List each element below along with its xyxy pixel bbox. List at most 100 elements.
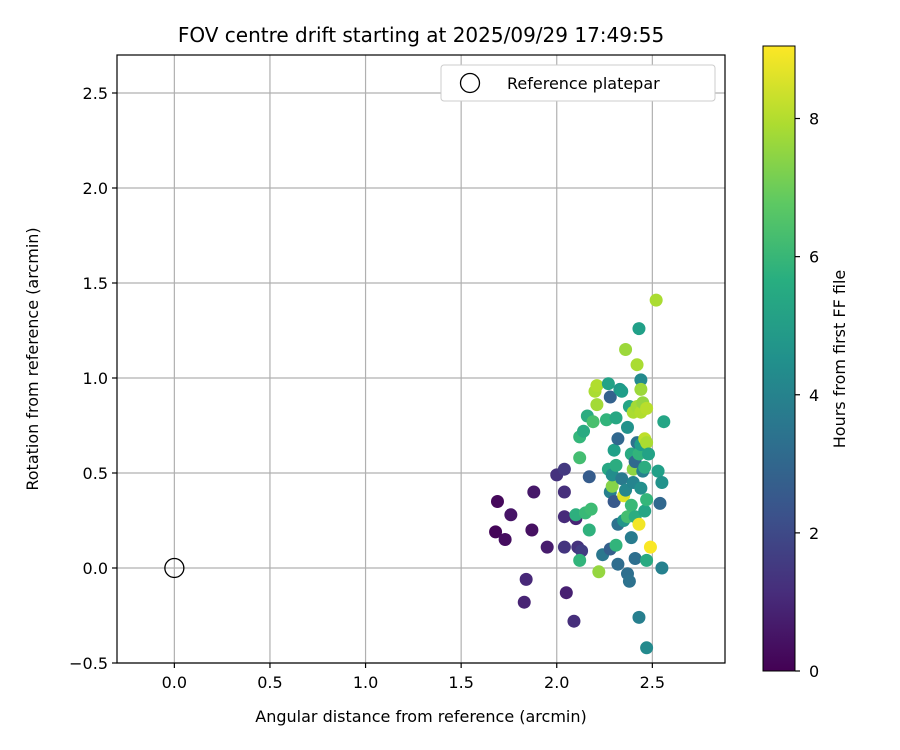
colorbar-tick-label: 8 bbox=[809, 110, 819, 129]
data-point bbox=[557, 540, 571, 554]
data-point bbox=[567, 614, 581, 628]
data-point bbox=[498, 533, 512, 546]
data-point bbox=[638, 504, 652, 518]
data-point bbox=[643, 540, 657, 554]
data-point bbox=[642, 447, 656, 461]
y-tick-label: 1.0 bbox=[83, 369, 108, 388]
colorbar-ticks: 0 2 4 6 8 bbox=[795, 110, 819, 681]
legend-box bbox=[440, 64, 716, 102]
y-axis-label: Rotation from reference (arcmin) bbox=[23, 227, 42, 490]
data-point bbox=[634, 481, 648, 495]
data-point bbox=[601, 377, 615, 391]
data-point bbox=[640, 436, 654, 450]
data-point bbox=[640, 641, 654, 655]
data-point bbox=[632, 322, 646, 336]
y-tick-label: 1.5 bbox=[83, 274, 108, 293]
data-point bbox=[611, 432, 625, 446]
plot-frame bbox=[116, 54, 726, 664]
data-point bbox=[624, 531, 638, 545]
chart-title: FOV centre drift starting at 2025/09/29 … bbox=[178, 23, 664, 47]
colorbar-gradient bbox=[762, 45, 796, 672]
data-point bbox=[605, 479, 619, 493]
x-tick-label: 1.0 bbox=[353, 673, 378, 692]
data-point bbox=[504, 508, 518, 522]
colorbar-tick-label: 6 bbox=[809, 248, 819, 267]
data-point bbox=[590, 379, 604, 393]
data-point bbox=[577, 424, 591, 438]
data-point bbox=[640, 401, 654, 415]
x-axis-label: Angular distance from reference (arcmin) bbox=[255, 707, 586, 726]
data-point bbox=[559, 586, 573, 600]
data-point bbox=[603, 390, 617, 404]
data-point bbox=[638, 460, 652, 474]
data-point bbox=[632, 610, 646, 624]
data-point bbox=[519, 572, 533, 586]
data-point bbox=[582, 523, 596, 537]
data-point bbox=[573, 553, 587, 567]
data-point bbox=[619, 343, 633, 356]
data-point bbox=[607, 495, 621, 508]
data-point bbox=[634, 382, 648, 396]
data-point bbox=[607, 443, 621, 457]
y-axis-ticks: −0.5 0.0 0.5 1.0 1.5 2.0 2.5 bbox=[69, 84, 117, 673]
colorbar-label: Hours from first FF file bbox=[830, 270, 849, 449]
data-point bbox=[655, 476, 669, 489]
data-point bbox=[615, 472, 629, 486]
data-point bbox=[653, 496, 667, 510]
data-point bbox=[557, 510, 571, 524]
data-point bbox=[624, 498, 638, 512]
data-point bbox=[557, 485, 571, 499]
y-tick-label: 0.0 bbox=[83, 559, 108, 578]
data-point bbox=[557, 462, 571, 476]
data-point bbox=[573, 451, 587, 465]
x-tick-label: 1.5 bbox=[448, 673, 473, 692]
data-point bbox=[620, 420, 634, 434]
data-point bbox=[622, 574, 636, 588]
data-point bbox=[634, 373, 648, 387]
data-point bbox=[651, 464, 665, 478]
y-tick-label: 2.0 bbox=[83, 179, 108, 198]
data-point bbox=[640, 493, 654, 507]
data-point bbox=[527, 485, 541, 499]
data-point bbox=[657, 415, 671, 429]
y-tick-label: 0.5 bbox=[83, 464, 108, 483]
plot-background bbox=[117, 55, 725, 663]
legend-label: Reference platepar bbox=[507, 74, 660, 93]
y-tick-label: −0.5 bbox=[69, 654, 108, 673]
y-tick-label: 2.5 bbox=[83, 84, 108, 103]
data-point bbox=[630, 358, 644, 372]
data-point bbox=[649, 293, 663, 307]
data-point bbox=[609, 538, 623, 552]
x-tick-label: 0.0 bbox=[162, 673, 187, 692]
data-point bbox=[609, 411, 623, 425]
x-tick-label: 2.5 bbox=[640, 673, 665, 692]
x-axis-ticks: 0.0 0.5 1.0 1.5 2.0 2.5 bbox=[162, 663, 665, 692]
data-point bbox=[525, 523, 539, 537]
colorbar-tick-label: 2 bbox=[809, 524, 819, 543]
data-point bbox=[540, 540, 554, 554]
data-point bbox=[590, 398, 604, 412]
data-point bbox=[611, 557, 625, 571]
legend-reference-marker bbox=[459, 72, 481, 94]
legend: Reference platepar bbox=[440, 64, 716, 102]
data-point bbox=[640, 553, 654, 567]
data-point bbox=[609, 458, 623, 472]
reference-point-marker bbox=[164, 557, 185, 579]
data-point bbox=[592, 565, 606, 579]
data-point bbox=[628, 552, 642, 565]
data-point bbox=[584, 502, 598, 516]
data-point bbox=[586, 415, 600, 429]
data-point bbox=[582, 470, 596, 484]
data-point bbox=[655, 561, 669, 575]
x-tick-label: 2.0 bbox=[544, 673, 569, 692]
data-point bbox=[489, 525, 503, 539]
data-point bbox=[615, 384, 629, 398]
data-points bbox=[489, 293, 671, 655]
data-point bbox=[632, 517, 646, 531]
reference-marker-group bbox=[164, 557, 185, 579]
colorbar: 0 2 4 6 8 Hours from first FF file bbox=[762, 45, 849, 681]
colorbar-tick-label: 4 bbox=[809, 386, 819, 405]
data-point bbox=[517, 595, 531, 609]
x-tick-label: 0.5 bbox=[257, 673, 282, 692]
